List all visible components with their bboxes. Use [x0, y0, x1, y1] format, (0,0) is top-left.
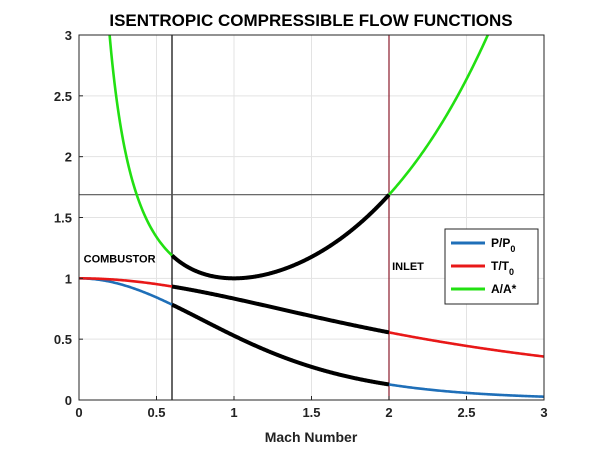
annotation-combustor: COMBUSTOR: [84, 254, 156, 266]
x-tick-label: 3: [540, 405, 547, 420]
legend-label: P/P0: [491, 236, 515, 254]
y-tick-label: 0: [65, 393, 72, 408]
x-tick-label: 1.5: [302, 405, 320, 420]
axis-ticks: 0 0.5 1 1.5 2 2.5 3 0 0.5 1 1.5 2 2.5 3: [54, 28, 548, 420]
x-axis-label: Mach Number: [265, 429, 358, 445]
annotations: COMBUSTOR INLET: [84, 254, 425, 273]
highlight-segment-p-ratio: [171, 302, 390, 387]
x-tick-label: 2.5: [457, 405, 475, 420]
y-tick-label: 2.5: [54, 89, 72, 104]
annotation-inlet: INLET: [392, 261, 424, 273]
legend-label: T/T0: [491, 259, 514, 277]
chart-title: ISENTROPIC COMPRESSIBLE FLOW FUNCTIONS: [109, 11, 512, 30]
x-tick-label: 0.5: [147, 405, 165, 420]
x-tick-label: 2: [385, 405, 392, 420]
y-tick-label: 1: [65, 271, 72, 286]
highlight-segment-area-ratio: [170, 193, 391, 281]
highlight-segments: [170, 193, 391, 387]
y-tick-label: 2: [65, 150, 72, 165]
y-tick-label: 3: [65, 28, 72, 43]
legend-label: A/A*: [491, 282, 517, 296]
y-tick-label: 1.5: [54, 211, 72, 226]
x-tick-label: 1: [230, 405, 237, 420]
legend: P/P0 T/T0 A/A*: [444, 228, 539, 305]
grid: [78, 34, 545, 401]
highlight-segment-t-ratio: [171, 284, 390, 335]
reference-lines: [79, 35, 544, 400]
x-tick-label: 0: [75, 405, 82, 420]
y-tick-label: 0.5: [54, 332, 72, 347]
